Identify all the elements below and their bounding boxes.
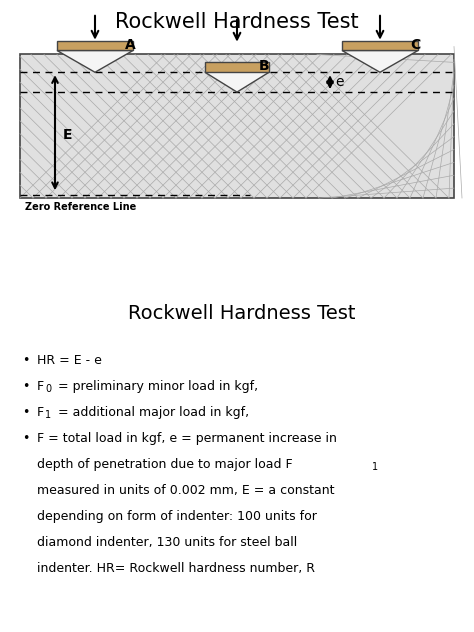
Text: 1: 1 [372,462,378,472]
Text: •: • [22,406,30,419]
Text: e: e [335,75,344,89]
Bar [342,40,418,51]
Bar [20,54,454,198]
Text: Rockwell Hardness Test: Rockwell Hardness Test [128,304,356,323]
Text: depth of penetration due to major load F: depth of penetration due to major load F [37,458,292,471]
Text: indenter. HR= Rockwell hardness number, R: indenter. HR= Rockwell hardness number, … [37,562,315,575]
Text: F = total load in kgf, e = permanent increase in: F = total load in kgf, e = permanent inc… [37,432,337,445]
Text: Zero Reference Line: Zero Reference Line [25,202,136,212]
Text: = additional major load in kgf,: = additional major load in kgf, [54,406,249,419]
Text: = preliminary minor load in kgf,: = preliminary minor load in kgf, [54,380,258,393]
Text: •: • [22,354,30,367]
Bar [205,63,269,72]
Text: F: F [37,406,44,419]
Text: HR = E - e: HR = E - e [37,354,102,367]
Text: E: E [63,128,73,142]
Text: F: F [37,380,44,393]
Polygon shape [57,51,133,72]
Text: B: B [259,59,270,73]
Polygon shape [205,72,269,92]
Bar [57,40,133,51]
Text: 1: 1 [45,410,51,420]
Text: Rockwell Hardness Test: Rockwell Hardness Test [115,12,359,32]
Text: C: C [410,37,420,52]
Text: •: • [22,432,30,445]
Text: diamond indenter, 130 units for steel ball: diamond indenter, 130 units for steel ba… [37,536,297,549]
Text: measured in units of 0.002 mm, E = a constant: measured in units of 0.002 mm, E = a con… [37,484,335,497]
Polygon shape [342,51,418,72]
Text: depending on form of indenter: 100 units for: depending on form of indenter: 100 units… [37,510,317,523]
Text: 0: 0 [45,384,51,394]
Text: •: • [22,380,30,393]
Text: A: A [125,37,136,52]
